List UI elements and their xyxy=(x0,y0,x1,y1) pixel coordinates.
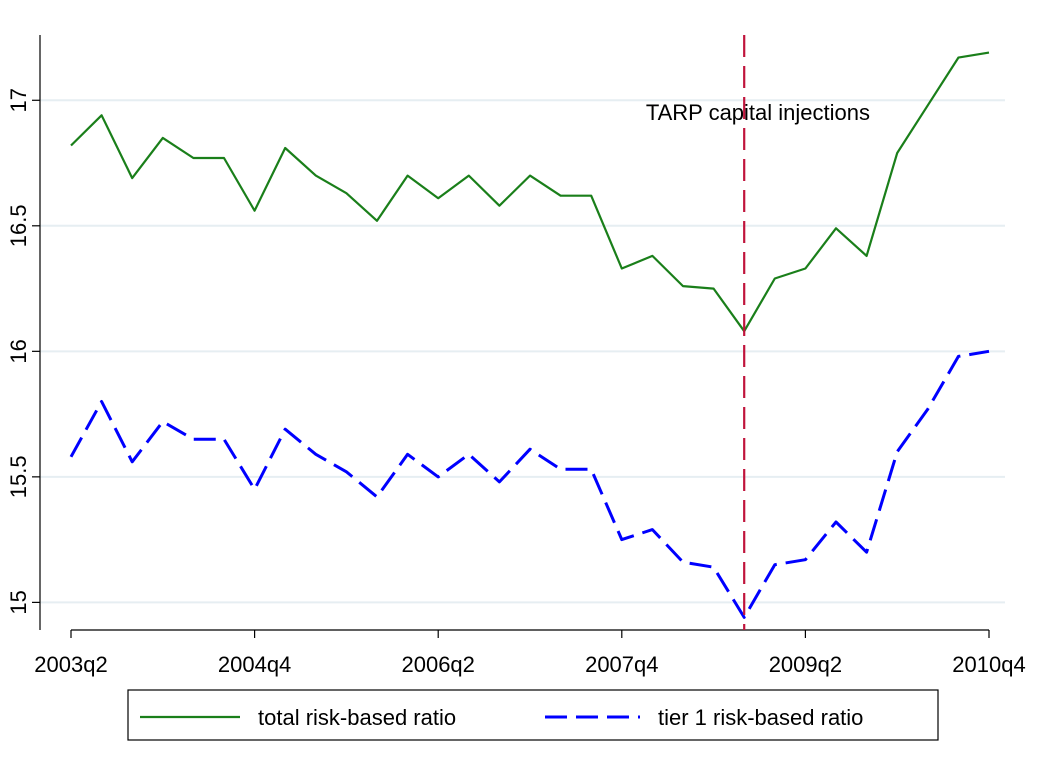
y-tick-label: 17 xyxy=(6,88,31,112)
x-tick-label: 2004q4 xyxy=(218,652,291,677)
y-tick-label: 16 xyxy=(6,339,31,363)
annotation: TARP capital injections xyxy=(646,100,870,125)
x-tick-label: 2009q2 xyxy=(769,652,842,677)
legend-box xyxy=(127,689,939,741)
x-tick-label: 2006q2 xyxy=(401,652,474,677)
x-tick-label: 2003q2 xyxy=(34,652,107,677)
series-line xyxy=(69,349,990,619)
x-tick-label: 2010q4 xyxy=(952,652,1025,677)
y-tick-label: 16.5 xyxy=(6,204,31,247)
legend-label: tier 1 risk-based ratio xyxy=(658,705,863,730)
y-tick-label: 15.5 xyxy=(6,455,31,498)
series-line xyxy=(70,51,990,333)
legend-label: total risk-based ratio xyxy=(258,705,456,730)
x-tick-label: 2007q4 xyxy=(585,652,658,677)
y-tick-label: 15 xyxy=(6,590,31,614)
